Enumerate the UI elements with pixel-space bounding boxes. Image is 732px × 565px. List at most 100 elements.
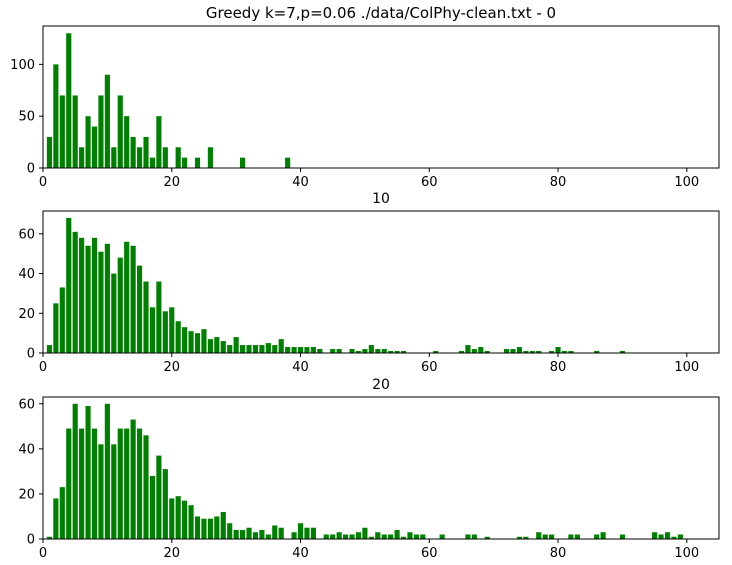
subplot-title-3: 20 — [372, 377, 390, 393]
bar — [162, 147, 168, 168]
bar — [503, 349, 510, 353]
bar — [53, 64, 59, 168]
bar — [278, 339, 284, 353]
bar — [111, 273, 117, 353]
bar — [149, 475, 156, 539]
bar — [471, 534, 477, 539]
bar — [175, 496, 181, 539]
y-tick-label: 20 — [18, 307, 35, 322]
y-tick-label: 40 — [18, 267, 35, 282]
bar — [561, 351, 568, 353]
bar — [91, 126, 98, 168]
bar — [317, 349, 323, 353]
bar — [355, 532, 362, 539]
bar — [156, 116, 162, 168]
bar — [214, 337, 220, 353]
bar — [220, 511, 226, 539]
bar — [149, 307, 156, 353]
bar — [536, 351, 542, 353]
bar — [549, 534, 555, 539]
bar — [278, 527, 284, 539]
bar — [98, 444, 104, 539]
bar — [349, 349, 355, 353]
bar — [162, 469, 168, 539]
bar — [420, 534, 426, 539]
bar — [484, 351, 490, 353]
bar — [568, 351, 574, 353]
y-tick-label: 60 — [18, 227, 35, 242]
bar — [664, 532, 671, 539]
x-tick-label: 40 — [292, 175, 309, 190]
bar — [510, 349, 516, 353]
bar — [523, 536, 529, 539]
bar — [66, 217, 72, 353]
bar — [59, 487, 65, 539]
bar — [143, 281, 149, 353]
bar — [104, 74, 110, 168]
bar — [323, 534, 329, 539]
bar — [130, 245, 136, 353]
bar — [124, 241, 130, 353]
bar — [439, 534, 445, 539]
bar — [117, 95, 123, 168]
bar — [53, 303, 59, 353]
bar — [471, 349, 477, 353]
bar — [194, 333, 201, 353]
y-tick-label: 0 — [27, 347, 35, 362]
subplot-3: 20 0 20 40 60 80 100 0 20 40 60 — [18, 377, 720, 561]
bar — [175, 321, 181, 353]
bar — [394, 529, 400, 539]
bar — [574, 534, 580, 539]
bar — [272, 525, 278, 539]
bar — [516, 536, 522, 539]
bar — [285, 347, 291, 353]
bar — [182, 500, 188, 539]
subplot-1: Greedy k=7,p=0.06 ./data/ColPhy-clean.tx… — [10, 4, 720, 190]
bar — [227, 345, 233, 353]
bar — [117, 428, 123, 539]
x-tick-label: 60 — [421, 360, 438, 375]
bar — [233, 529, 239, 539]
bar — [336, 349, 342, 353]
bar — [79, 237, 85, 353]
bar — [162, 311, 168, 353]
bar — [388, 534, 394, 539]
bar — [375, 532, 381, 539]
x-tick-label: 60 — [421, 546, 438, 561]
bar — [227, 523, 233, 539]
bar — [169, 498, 175, 539]
bar — [400, 351, 407, 353]
bar — [214, 516, 220, 539]
x-tick-label: 0 — [39, 360, 47, 375]
bar — [259, 345, 265, 353]
bar — [252, 532, 259, 539]
bar — [66, 428, 72, 539]
bar — [484, 536, 490, 539]
bar — [536, 532, 542, 539]
axes-frame — [42, 25, 720, 169]
bar — [394, 351, 400, 353]
bar — [529, 351, 535, 353]
bar — [523, 351, 529, 353]
y-tick-label: 40 — [18, 442, 35, 457]
bar — [46, 136, 53, 168]
bar — [117, 257, 123, 353]
x-tick-label: 80 — [550, 546, 567, 561]
bar — [72, 95, 78, 168]
bar — [265, 343, 271, 353]
bar — [137, 147, 143, 168]
subplot-title-2: 10 — [372, 191, 390, 207]
bar — [98, 95, 104, 168]
bar — [368, 536, 374, 539]
bar — [201, 518, 207, 539]
bar — [310, 527, 316, 539]
bar — [240, 157, 246, 168]
bar — [619, 534, 625, 539]
bar — [53, 498, 59, 539]
bar — [368, 345, 374, 353]
bar — [188, 331, 194, 353]
bar — [465, 345, 471, 353]
bar — [240, 529, 246, 539]
bar — [194, 516, 201, 539]
x-tick-label: 100 — [674, 175, 699, 190]
